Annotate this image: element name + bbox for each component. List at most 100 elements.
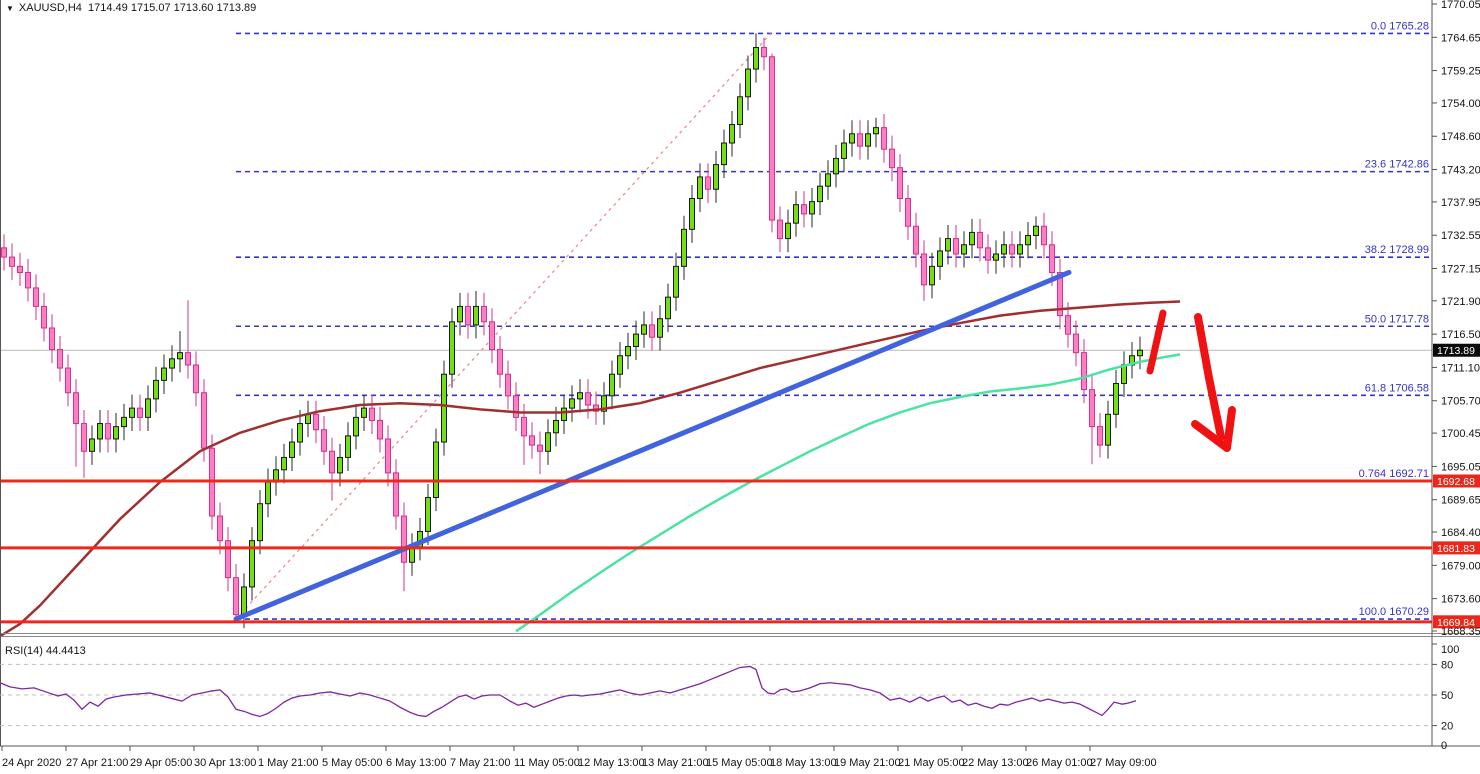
candle-body — [793, 204, 799, 224]
price-axis-label: 1754.00 — [1441, 98, 1480, 110]
candle-body — [433, 441, 439, 499]
candle-body — [393, 472, 399, 517]
price-tag-red-label: 1681.83 — [1437, 543, 1475, 555]
candle-body — [713, 164, 719, 190]
candle-body — [881, 127, 887, 150]
candle-body — [841, 142, 847, 159]
ohlc-values: 1714.49 1715.07 1713.60 1713.89 — [88, 2, 257, 14]
candle-body — [49, 327, 55, 351]
candle-body — [345, 435, 351, 458]
candle-body — [865, 133, 871, 147]
candle-body — [65, 367, 71, 394]
down-arrow-icon[interactable] — [1191, 406, 1236, 452]
rsi-scale-label: 80 — [1441, 659, 1453, 671]
time-axis-label: 11 May 05:00 — [514, 757, 580, 769]
candle-body — [529, 435, 535, 446]
candle-body — [705, 176, 711, 190]
candle-body — [17, 265, 23, 273]
rsi-scale-label: 50 — [1441, 690, 1453, 702]
candle-body — [241, 586, 247, 616]
candle-body — [1065, 315, 1071, 335]
price-tag-red-label: 1692.68 — [1437, 476, 1475, 488]
candle-body — [265, 481, 271, 505]
candle-body — [161, 367, 167, 381]
current-price-tag-label: 1713.89 — [1437, 345, 1475, 357]
candle-body — [825, 173, 831, 187]
fib-level-label: 100.0 1670.29 — [1359, 606, 1429, 618]
trendline[interactable] — [233, 269, 1072, 622]
candle-body — [313, 413, 319, 431]
price-axis-label: 1727.15 — [1441, 263, 1480, 275]
time-axis-label: 5 May 05:00 — [322, 757, 383, 769]
candle-body — [1081, 352, 1087, 391]
time-axis-label: 30 Apr 13:00 — [194, 757, 256, 769]
candle-body — [601, 395, 607, 412]
candle-body — [489, 321, 495, 351]
candle-body — [473, 305, 479, 326]
candle-body — [193, 364, 199, 394]
candle-body — [809, 201, 815, 215]
price-axis-label: 1700.45 — [1441, 428, 1480, 440]
candle-body — [513, 395, 519, 418]
candle-body — [689, 198, 695, 230]
candle-body — [137, 407, 143, 418]
candle-body — [617, 355, 623, 375]
current-price-tag — [1433, 343, 1480, 357]
candle-body — [849, 133, 855, 144]
candle-body — [769, 56, 775, 221]
candle-body — [1049, 244, 1055, 273]
candle-body — [753, 46, 759, 70]
time-axis-label: 13 May 21:00 — [642, 757, 709, 769]
candle-body — [857, 133, 863, 147]
price-tag-red — [1433, 615, 1480, 629]
price-axis-label: 1737.95 — [1441, 197, 1480, 209]
candle-body — [977, 231, 983, 249]
candle-body — [129, 407, 135, 418]
candle-body — [1089, 389, 1095, 428]
symbol-period: XAUUSD,H4 — [18, 2, 82, 14]
candle-body — [9, 256, 15, 267]
price-tag-red — [1433, 474, 1480, 488]
time-axis-label: 7 May 21:00 — [450, 757, 511, 769]
price-axis-label: 1679.00 — [1441, 560, 1480, 572]
candle-body — [305, 413, 311, 425]
candle-body — [41, 305, 47, 329]
candle-body — [361, 407, 367, 418]
price-axis-label: 1716.50 — [1441, 329, 1480, 341]
price-axis-label: 1764.65 — [1441, 32, 1480, 44]
price-axis-label: 1689.65 — [1441, 495, 1480, 507]
time-axis-label: 24 Apr 2020 — [2, 757, 61, 769]
candle-body — [993, 253, 999, 261]
price-axis-label: 1721.90 — [1441, 296, 1480, 308]
candle-body — [1025, 235, 1031, 246]
price-axis-label: 1684.40 — [1441, 527, 1480, 539]
candle-body — [657, 318, 663, 338]
annotation-arrow-shaft[interactable] — [1194, 313, 1225, 441]
candle-body — [465, 305, 471, 326]
candle-body — [593, 404, 599, 412]
candle-body — [697, 176, 703, 200]
price-axis-label: 1711.10 — [1441, 362, 1480, 374]
candle-body — [545, 432, 551, 452]
rsi-scale-label: 20 — [1441, 721, 1453, 733]
price-axis-label: 1705.70 — [1441, 396, 1480, 408]
candle-body — [665, 296, 671, 320]
candle-body — [385, 438, 391, 474]
annotation-stroke[interactable] — [1146, 309, 1167, 375]
fib-level-label: 61.8 1706.58 — [1365, 382, 1429, 394]
candle-body — [121, 416, 127, 428]
candle-body — [505, 373, 511, 397]
time-axis-label: 27 Apr 21:00 — [66, 757, 128, 769]
candle-body — [89, 438, 95, 452]
candle-body — [225, 540, 231, 579]
candle-body — [329, 450, 335, 474]
collapse-icon[interactable]: ▼ — [6, 4, 14, 13]
candle-body — [257, 503, 263, 542]
candle-body — [425, 497, 431, 532]
candle-body — [985, 247, 991, 261]
candle-body — [721, 142, 727, 166]
candle-body — [921, 253, 927, 286]
ma-slow-line — [0, 300, 1181, 638]
